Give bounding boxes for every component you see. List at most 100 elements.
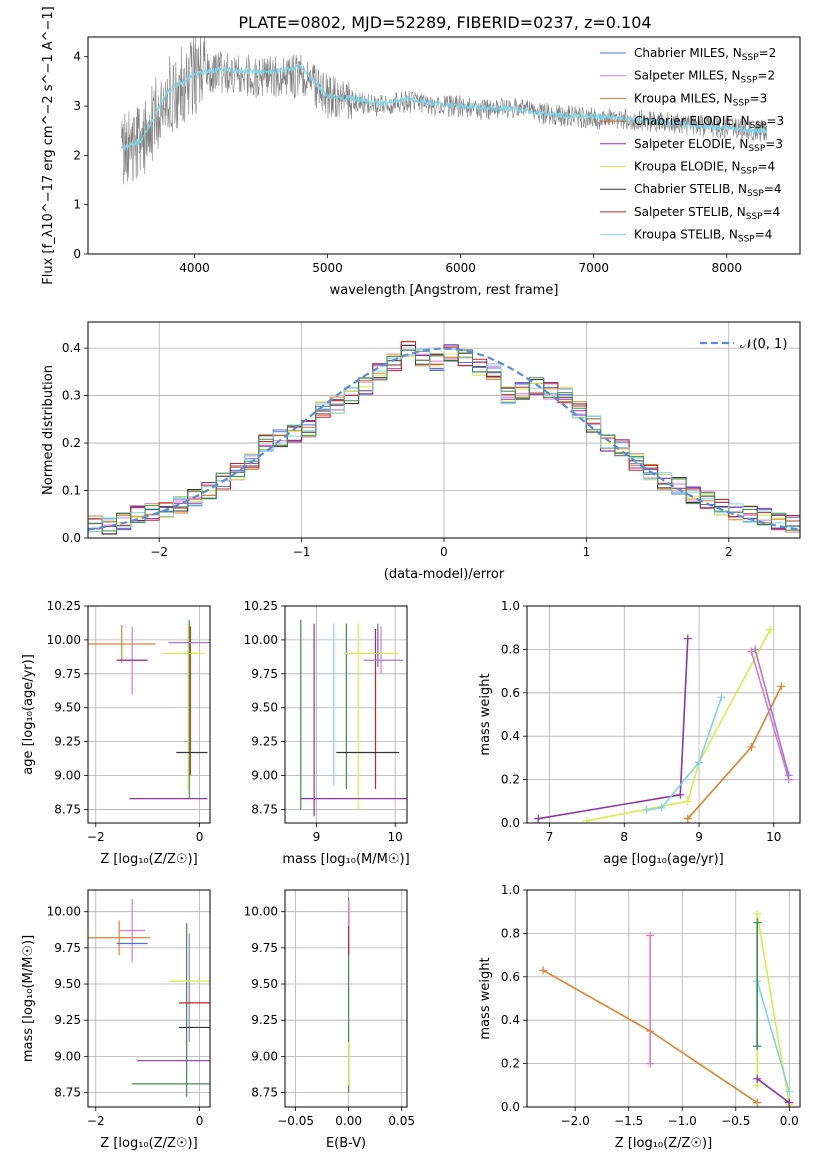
legend-label: 𝒩(0, 1) xyxy=(740,337,787,352)
y-axis-label: mass [log₁₀(M/M☉)] xyxy=(21,935,36,1062)
y-tick-label: 9.00 xyxy=(251,769,278,783)
y-tick-label: 0.8 xyxy=(501,926,520,940)
y-tick-label: 9.75 xyxy=(54,941,81,955)
x-tick-label: 0 xyxy=(196,1114,204,1128)
axes-frame xyxy=(284,605,408,824)
legend-label: Kroupa ELODIE, NSSP=4 xyxy=(634,160,775,177)
y-tick-label: 9.00 xyxy=(54,769,81,783)
y-tick-label: 9.75 xyxy=(251,941,278,955)
spectrum-model-line xyxy=(120,64,767,151)
mass-weight-line xyxy=(538,638,689,820)
x-tick-label: −1.0 xyxy=(668,1114,697,1128)
y-tick-label: 0.4 xyxy=(501,729,520,743)
plot-area xyxy=(300,619,407,817)
plus-marker xyxy=(753,1042,762,1051)
x-axis-label: Z [log₁₀(Z/Z☉)] xyxy=(615,1136,712,1151)
axes-frame xyxy=(87,36,801,255)
y-tick-label: 9.00 xyxy=(54,1049,81,1063)
y-axis-label: mass weight xyxy=(478,673,493,755)
y-axis-label: mass weight xyxy=(478,957,493,1039)
y-tick-label: 0.0 xyxy=(62,531,81,545)
plus-marker xyxy=(747,647,756,656)
x-tick-label: 0.05 xyxy=(388,1114,415,1128)
x-tick-label: 8000 xyxy=(712,261,743,275)
y-tick-label: 0.3 xyxy=(62,389,81,403)
legend-label: Chabrier MILES, NSSP=2 xyxy=(634,46,776,63)
mass-weight-line xyxy=(756,980,791,1093)
legend-item: Kroupa STELIB, NSSP=4 xyxy=(600,228,772,245)
x-axis-label: age [log₁₀(age/yr)] xyxy=(603,852,724,867)
x-tick-label: 6000 xyxy=(445,261,476,275)
x-axis-label: Z [log₁₀(Z/Z☉)] xyxy=(100,852,197,867)
x-axis-label: (data-model)/error xyxy=(384,567,505,582)
mass-weight-line xyxy=(754,649,790,776)
x-tick-label: 10 xyxy=(766,830,781,844)
y-axis-label: Normed distribution xyxy=(41,365,56,495)
histogram-step-line xyxy=(88,349,800,538)
plot-area xyxy=(88,619,210,800)
plus-marker xyxy=(676,790,685,799)
legend-item: Kroupa ELODIE, NSSP=4 xyxy=(600,160,775,177)
y-tick-label: 0.1 xyxy=(62,484,81,498)
y-tick-label: 0.6 xyxy=(501,970,520,984)
y-tick-label: 3 xyxy=(73,99,81,113)
x-tick-label: 5000 xyxy=(312,261,343,275)
y-tick-label: 0.4 xyxy=(501,1013,520,1027)
legend-item: Salpeter STELIB, NSSP=4 xyxy=(600,205,780,222)
axes-frame xyxy=(526,605,801,824)
plus-marker xyxy=(657,803,666,812)
x-tick-label: 9 xyxy=(313,830,321,844)
y-tick-label: 9.75 xyxy=(251,667,278,681)
spectrum-legend: Chabrier MILES, NSSP=2 Salpeter MILES, NS… xyxy=(600,46,784,245)
y-tick-label: 0.2 xyxy=(62,436,81,450)
plot-area xyxy=(120,37,767,185)
y-tick-label: 10.25 xyxy=(47,599,81,613)
y-tick-label: 1.0 xyxy=(501,599,520,613)
y-tick-label: 0.8 xyxy=(501,642,520,656)
mass-weight-line xyxy=(750,651,790,780)
histogram-legend: 𝒩(0, 1) xyxy=(700,337,787,352)
y-tick-label: 9.00 xyxy=(251,1049,278,1063)
plus-marker xyxy=(646,931,655,940)
plus-marker xyxy=(717,693,726,702)
legend-label: Salpeter ELODIE, NSSP=3 xyxy=(634,137,783,154)
x-tick-label: −0.05 xyxy=(277,1114,314,1128)
x-tick-label: 8 xyxy=(620,830,628,844)
figure-title: PLATE=0802, MJD=52289, FIBERID=0237, z=0… xyxy=(238,13,651,32)
panel-mass-weight-vs-age: 7 8 9 10 0.0 0.2 0.4 0.6 0.8 1.0 age [log₁₀(age/yr… xyxy=(478,599,801,867)
x-axis-label: Z [log₁₀(Z/Z☉)] xyxy=(100,1136,197,1151)
y-axis-label: age [log₁₀(age/yr)] xyxy=(21,654,36,775)
plot-area xyxy=(539,909,794,1107)
plus-marker xyxy=(683,634,692,643)
y-tick-label: 10.00 xyxy=(244,633,278,647)
y-tick-label: 9.25 xyxy=(54,1013,81,1027)
axes-frame xyxy=(526,889,801,1108)
panel-mass-vs-Z: −2 0 8.75 9.00 9.25 9.50 9.75 10.00 Z [log₁₀(Z/Z… xyxy=(21,889,211,1151)
axes-frame xyxy=(284,889,408,1108)
y-tick-label: 8.75 xyxy=(251,1086,278,1100)
legend-label: Chabrier STELIB, NSSP=4 xyxy=(634,182,782,199)
x-tick-label: 0 xyxy=(196,830,204,844)
y-tick-label: 9.50 xyxy=(251,701,278,715)
plus-marker xyxy=(784,771,793,780)
legend-label: Kroupa STELIB, NSSP=4 xyxy=(634,228,772,245)
x-axis-label: mass [log₁₀(M/M☉)] xyxy=(282,852,409,867)
y-tick-label: 9.50 xyxy=(54,701,81,715)
x-tick-label: −2 xyxy=(87,830,105,844)
x-tick-label: −2 xyxy=(150,545,168,559)
plus-marker xyxy=(766,625,775,634)
y-tick-label: 9.50 xyxy=(54,977,81,991)
x-tick-label: 9 xyxy=(695,830,703,844)
panel-residual-histogram: −2 −1 0 1 2 0.0 0.1 0.2 0.3 0.4 (data-model)/error… xyxy=(41,321,801,582)
plot-area xyxy=(534,625,793,823)
y-tick-label: 8.75 xyxy=(251,802,278,816)
panel-age-vs-Z: −2 0 8.75 9.00 9.25 9.50 9.75 10.00 10.25 Z [log₁… xyxy=(21,599,211,867)
y-tick-label: 9.75 xyxy=(54,667,81,681)
x-tick-label: 2 xyxy=(725,545,733,559)
y-tick-label: 9.50 xyxy=(251,977,278,991)
x-tick-label: −2 xyxy=(87,1114,105,1128)
plus-marker xyxy=(753,909,762,918)
plus-marker xyxy=(785,1098,794,1107)
gaussian-curve xyxy=(88,347,800,531)
